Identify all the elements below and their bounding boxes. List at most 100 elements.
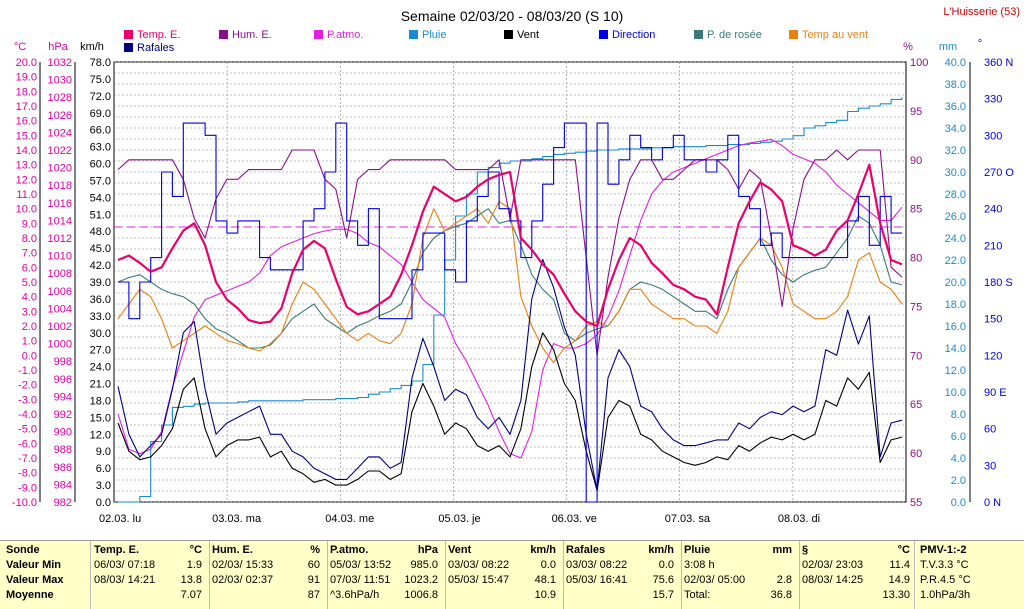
direction-tick-label: 210 — [984, 240, 1002, 252]
temp-tick-label: 19.0 — [16, 72, 37, 84]
pmv-column: PMV-1:-2 T.V.3.3 °C P.R.4.5 °C 1.0hPa/3h — [920, 541, 1020, 609]
series-lines — [114, 97, 906, 503]
stat-max-time: 08/03/ 14:21 — [94, 574, 156, 586]
pressure-tick-label: 986 — [54, 462, 72, 474]
x-axis-label: 07.03. sa — [665, 513, 711, 525]
temp-tick-label: 18.0 — [16, 86, 37, 98]
stat-max-time: 05/03/ 15:47 — [448, 574, 510, 586]
rain-unit-label: mm — [939, 41, 957, 53]
rain-tick-label: 34.0 — [945, 123, 966, 135]
series-direction — [118, 122, 902, 503]
stat-unit: % — [310, 544, 320, 556]
direction-tick-label: 30 — [984, 460, 996, 472]
rain-tick-label: 10.0 — [945, 387, 966, 399]
pressure-tick-label: 1026 — [48, 110, 72, 122]
axis-unit-labels: °C hPa km/h % mm ° — [14, 38, 982, 53]
wind-tick-label: 21.0 — [90, 379, 111, 391]
wind-tick-label: 33.0 — [90, 311, 111, 323]
wind-tick-label: 9.0 — [96, 446, 111, 458]
temp-tick-label: 20.0 — [16, 57, 37, 69]
stat-max-val: 91 — [307, 574, 320, 586]
humidity-tick-label: 60 — [910, 448, 922, 460]
temp-tick-label: -9.0 — [18, 482, 37, 494]
wind-tick-label: 12.0 — [90, 429, 111, 441]
stat-title: Temp. E. — [94, 544, 140, 556]
temp-tick-label: -3.0 — [18, 394, 37, 406]
valeur-min-label: Valeur Min — [6, 559, 62, 571]
stat-avg-val: 10.9 — [534, 589, 556, 601]
wind-tick-label: 24.0 — [90, 362, 111, 374]
stat-avg-val: 7.07 — [180, 589, 202, 601]
stat-min-val: 0.0 — [540, 559, 556, 571]
temp-tick-label: 14.0 — [16, 145, 37, 157]
stat-max-val: 1023.2 — [404, 574, 438, 586]
pmv-title: PMV-1:-2 — [920, 544, 967, 556]
humidity-tick-label: 90 — [910, 155, 922, 167]
pressure-tick-label: 1030 — [48, 75, 72, 87]
stat-max-val: 48.1 — [534, 574, 556, 586]
direction-tick-label: 60 — [984, 424, 996, 436]
temp-tick-label: -6.0 — [18, 438, 37, 450]
wind-tick-label: 18.0 — [90, 395, 111, 407]
direction-tick-label: 0 N — [984, 497, 1001, 509]
stat-unit: km/h — [648, 544, 674, 556]
series-p-atmo — [117, 138, 903, 459]
pressure-unit-label: hPa — [48, 41, 68, 53]
humidity-tick-label: 70 — [910, 350, 922, 362]
humidity-tick-label: 75 — [910, 301, 922, 313]
rain-tick-label: 24.0 — [945, 233, 966, 245]
stat-max-time: 02/03/ 02:37 — [212, 574, 274, 586]
wind-tick-label: 63.0 — [90, 142, 111, 154]
wind-unit-label: km/h — [80, 41, 104, 53]
humidity-tick-label: 80 — [910, 253, 922, 265]
temp-tick-label: 8.0 — [22, 233, 37, 245]
rain-tick-label: 40.0 — [945, 57, 966, 69]
legend-label: Direction — [612, 29, 655, 41]
wind-tick-label: 30.0 — [90, 328, 111, 340]
stat-min-time: 02/03/ 23:03 — [802, 559, 864, 571]
temp-tick-label: 16.0 — [16, 116, 37, 128]
humidity-tick-label: 100 — [910, 57, 928, 69]
x-axis-label: 08.03. di — [778, 513, 820, 525]
x-axis-label: 03.03. ma — [212, 513, 262, 525]
legend-label: Rafales — [137, 42, 175, 54]
wind-tick-label: 3.0 — [96, 480, 111, 492]
station-name: L'Huisserie (53) — [943, 6, 1020, 18]
legend-swatch — [409, 30, 418, 39]
stat-column: Temp. E. °C 06/03/ 07:18 1.9 08/03/ 14:21 13.… — [94, 541, 206, 609]
pmv-line-2: P.R.4.5 °C — [920, 574, 971, 586]
stat-avg-val: 36.8 — [770, 589, 792, 601]
temp-tick-label: 7.0 — [22, 248, 37, 260]
stat-min-val: 1.9 — [186, 559, 202, 571]
pressure-tick-label: 1032 — [48, 57, 72, 69]
temp-tick-label: 10.0 — [16, 204, 37, 216]
pressure-tick-label: 1016 — [48, 198, 72, 210]
stat-column: P.atmo. hPa 05/03/ 13:52 985.0 07/03/ 11:51 1… — [330, 541, 442, 609]
rain-tick-label: 12.0 — [945, 365, 966, 377]
stat-min-val: 11.4 — [889, 559, 910, 571]
wind-tick-label: 51.0 — [90, 209, 111, 221]
stat-title: Hum. E. — [212, 544, 253, 556]
temp-tick-label: -8.0 — [18, 468, 37, 480]
rain-tick-label: 38.0 — [945, 79, 966, 91]
stat-max-val: 2.8 — [776, 574, 792, 586]
temp-tick-label: -5.0 — [18, 424, 37, 436]
stat-min-val: 60 — [307, 559, 320, 571]
stat-min-time: 06/03/ 07:18 — [94, 559, 156, 571]
temp-tick-label: 2.0 — [22, 321, 37, 333]
stat-max-time: 08/03/ 14:25 — [802, 574, 864, 586]
rain-tick-label: 32.0 — [945, 145, 966, 157]
x-axis-label: 02.03. lu — [99, 513, 141, 525]
stat-avg-val: 1006.8 — [404, 589, 438, 601]
valeur-max-label: Valeur Max — [6, 574, 64, 586]
stat-title: Rafales — [566, 544, 606, 556]
temp-tick-label: 9.0 — [22, 218, 37, 230]
wind-tick-label: 75.0 — [90, 74, 111, 86]
statistics-panel: Sonde Valeur Min Valeur Max Moyenne Temp… — [0, 540, 1024, 609]
wind-tick-label: 57.0 — [90, 175, 111, 187]
stat-min-val: 985.0 — [410, 559, 438, 571]
rain-tick-label: 2.0 — [951, 475, 966, 487]
pressure-tick-label: 990 — [54, 427, 72, 439]
legend-swatch — [504, 30, 513, 39]
wind-tick-label: 39.0 — [90, 277, 111, 289]
